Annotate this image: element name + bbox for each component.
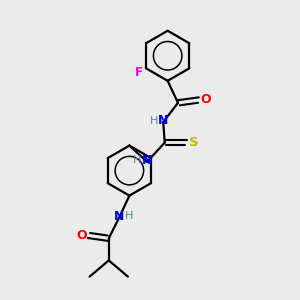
Text: H: H bbox=[150, 116, 158, 126]
Text: N: N bbox=[158, 114, 168, 127]
Text: O: O bbox=[76, 229, 87, 242]
Text: F: F bbox=[135, 66, 143, 79]
Text: N: N bbox=[142, 154, 152, 167]
Text: S: S bbox=[189, 136, 199, 149]
Text: O: O bbox=[200, 93, 211, 106]
Text: H: H bbox=[133, 155, 141, 165]
Text: N: N bbox=[114, 210, 124, 223]
Text: H: H bbox=[125, 211, 134, 221]
